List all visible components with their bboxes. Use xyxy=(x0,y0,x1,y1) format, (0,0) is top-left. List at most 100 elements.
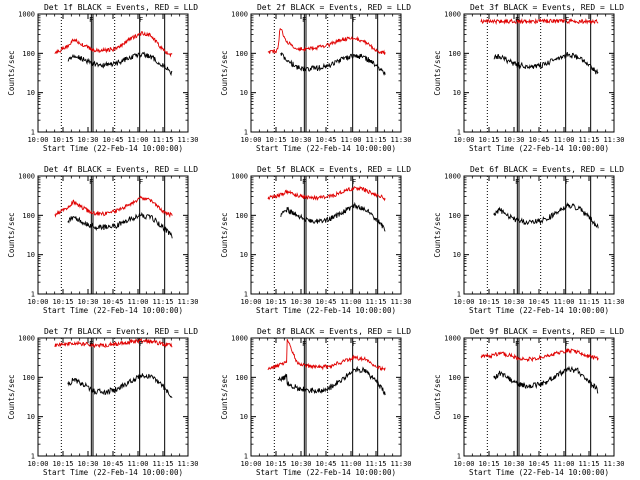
x-tick-label: 11:15 xyxy=(578,460,599,468)
x-tick-label: 10:15 xyxy=(478,460,499,468)
y-tick-label: 1 xyxy=(244,453,248,461)
y-tick-label: 100 xyxy=(448,374,461,382)
x-tick-label: 11:30 xyxy=(177,298,198,306)
y-tick-label: 100 xyxy=(22,50,35,58)
y-tick-label: 100 xyxy=(22,212,35,220)
x-tick-label: 11:30 xyxy=(603,460,624,468)
y-tick-label: 1 xyxy=(457,291,461,299)
y-axis-label: Counts/sec xyxy=(7,374,16,419)
chart-title: Det 5f BLACK = Events, RED = LLD xyxy=(257,165,411,174)
x-tick-label: 11:30 xyxy=(603,136,624,144)
flag-marker-f: F xyxy=(515,340,519,348)
y-tick-label: 1000 xyxy=(231,173,248,181)
flag-marker-f: F xyxy=(139,16,143,24)
x-tick-label: 11:15 xyxy=(578,136,599,144)
chart-panel-4: Det 4f BLACK = Events, RED = LLD 1 10 100 10… xyxy=(7,165,199,315)
x-tick-label: 11:15 xyxy=(578,298,599,306)
x-tick-label: 10:45 xyxy=(528,298,549,306)
plot-frame xyxy=(250,337,402,457)
chart-title: Det 1f BLACK = Events, RED = LLD xyxy=(44,3,198,12)
y-tick-label: 10 xyxy=(27,251,35,259)
x-tick-label: 10:45 xyxy=(102,136,123,144)
y-tick-label: 10 xyxy=(240,251,248,259)
chart-title: Det 9f BLACK = Events, RED = LLD xyxy=(470,327,624,336)
plot-frame xyxy=(250,13,402,133)
chart-panel-8: Det 8f BLACK = Events, RED = LLD 1 10 100 10… xyxy=(220,327,412,477)
plot-frame xyxy=(37,337,189,457)
flag-marker-f: F xyxy=(515,178,519,186)
y-tick-label: 1000 xyxy=(444,173,461,181)
y-tick-label: 10 xyxy=(453,89,461,97)
x-tick-label: 11:30 xyxy=(390,460,411,468)
plot-frame xyxy=(37,13,189,133)
x-tick-label: 11:00 xyxy=(553,136,574,144)
x-axis-label: Start Time (22-Feb-14 10:00:00) xyxy=(469,468,609,477)
x-tick-label: 10:45 xyxy=(315,298,336,306)
series-line-events xyxy=(280,52,386,76)
y-tick-label: 10 xyxy=(240,413,248,421)
y-tick-label: 100 xyxy=(448,50,461,58)
flag-marker-f: F xyxy=(352,178,356,186)
x-tick-label: 10:45 xyxy=(315,460,336,468)
series-line-lld xyxy=(54,31,173,58)
flag-marker-f: F xyxy=(89,178,93,186)
chart-panel-6: Det 6f BLACK = Events, RED = LLD 1 10 100 10… xyxy=(433,165,625,315)
flag-marker-f: F xyxy=(352,16,356,24)
y-tick-label: 1 xyxy=(244,291,248,299)
y-tick-label: 10 xyxy=(453,413,461,421)
chart-title: Det 8f BLACK = Events, RED = LLD xyxy=(257,327,411,336)
chart-title: Det 4f BLACK = Events, RED = LLD xyxy=(44,165,198,174)
flag-marker-f: F xyxy=(565,340,569,348)
x-tick-label: 10:45 xyxy=(528,460,549,468)
x-tick-label: 10:30 xyxy=(290,460,311,468)
flag-marker-f: F xyxy=(302,178,306,186)
flag-marker-f: F xyxy=(565,178,569,186)
y-tick-label: 1 xyxy=(31,129,35,137)
y-tick-label: 10 xyxy=(27,89,35,97)
flag-marker-f: F xyxy=(515,16,519,24)
x-tick-label: 10:00 xyxy=(240,136,261,144)
series-line-events xyxy=(277,365,386,396)
y-axis-label: Counts/sec xyxy=(7,50,16,95)
x-tick-label: 10:00 xyxy=(27,136,48,144)
x-tick-label: 10:00 xyxy=(453,136,474,144)
y-tick-label: 1000 xyxy=(18,335,35,343)
chart-panel-2: Det 2f BLACK = Events, RED = LLD 1 10 100 10… xyxy=(220,3,412,153)
x-axis-label: Start Time (22-Feb-14 10:00:00) xyxy=(256,144,396,153)
chart-title: Det 6f BLACK = Events, RED = LLD xyxy=(470,165,624,174)
y-tick-label: 100 xyxy=(235,374,248,382)
chart-panel-7: Det 7f BLACK = Events, RED = LLD 1 10 100 10… xyxy=(7,327,199,477)
x-tick-label: 11:00 xyxy=(340,298,361,306)
x-tick-label: 11:00 xyxy=(553,298,574,306)
y-tick-label: 1 xyxy=(31,453,35,461)
x-tick-label: 10:45 xyxy=(315,136,336,144)
flag-marker-f: F xyxy=(139,178,143,186)
x-tick-label: 10:30 xyxy=(77,136,98,144)
y-tick-label: 100 xyxy=(22,374,35,382)
y-tick-label: 1000 xyxy=(231,335,248,343)
x-tick-label: 10:15 xyxy=(478,136,499,144)
x-tick-label: 11:30 xyxy=(603,298,624,306)
x-tick-label: 11:00 xyxy=(127,460,148,468)
x-tick-label: 10:00 xyxy=(240,298,261,306)
x-tick-label: 10:15 xyxy=(265,298,286,306)
y-tick-label: 1000 xyxy=(18,173,35,181)
x-tick-label: 10:00 xyxy=(240,460,261,468)
x-tick-label: 10:45 xyxy=(528,136,549,144)
x-tick-label: 11:15 xyxy=(365,298,386,306)
x-tick-label: 11:15 xyxy=(152,460,173,468)
y-axis-label: Counts/sec xyxy=(220,50,229,95)
chart-panel-3: Det 3f BLACK = Events, RED = LLD 1 10 100 10… xyxy=(433,3,625,153)
series-line-lld xyxy=(267,185,386,202)
x-tick-label: 10:30 xyxy=(77,460,98,468)
y-tick-label: 1 xyxy=(457,129,461,137)
x-tick-label: 10:15 xyxy=(52,136,73,144)
y-tick-label: 10 xyxy=(27,413,35,421)
flag-marker-f: F xyxy=(89,16,93,24)
x-tick-label: 11:15 xyxy=(365,136,386,144)
y-tick-label: 1000 xyxy=(18,11,35,19)
y-tick-label: 1000 xyxy=(444,11,461,19)
x-tick-label: 10:00 xyxy=(453,460,474,468)
plot-frame xyxy=(463,175,615,295)
